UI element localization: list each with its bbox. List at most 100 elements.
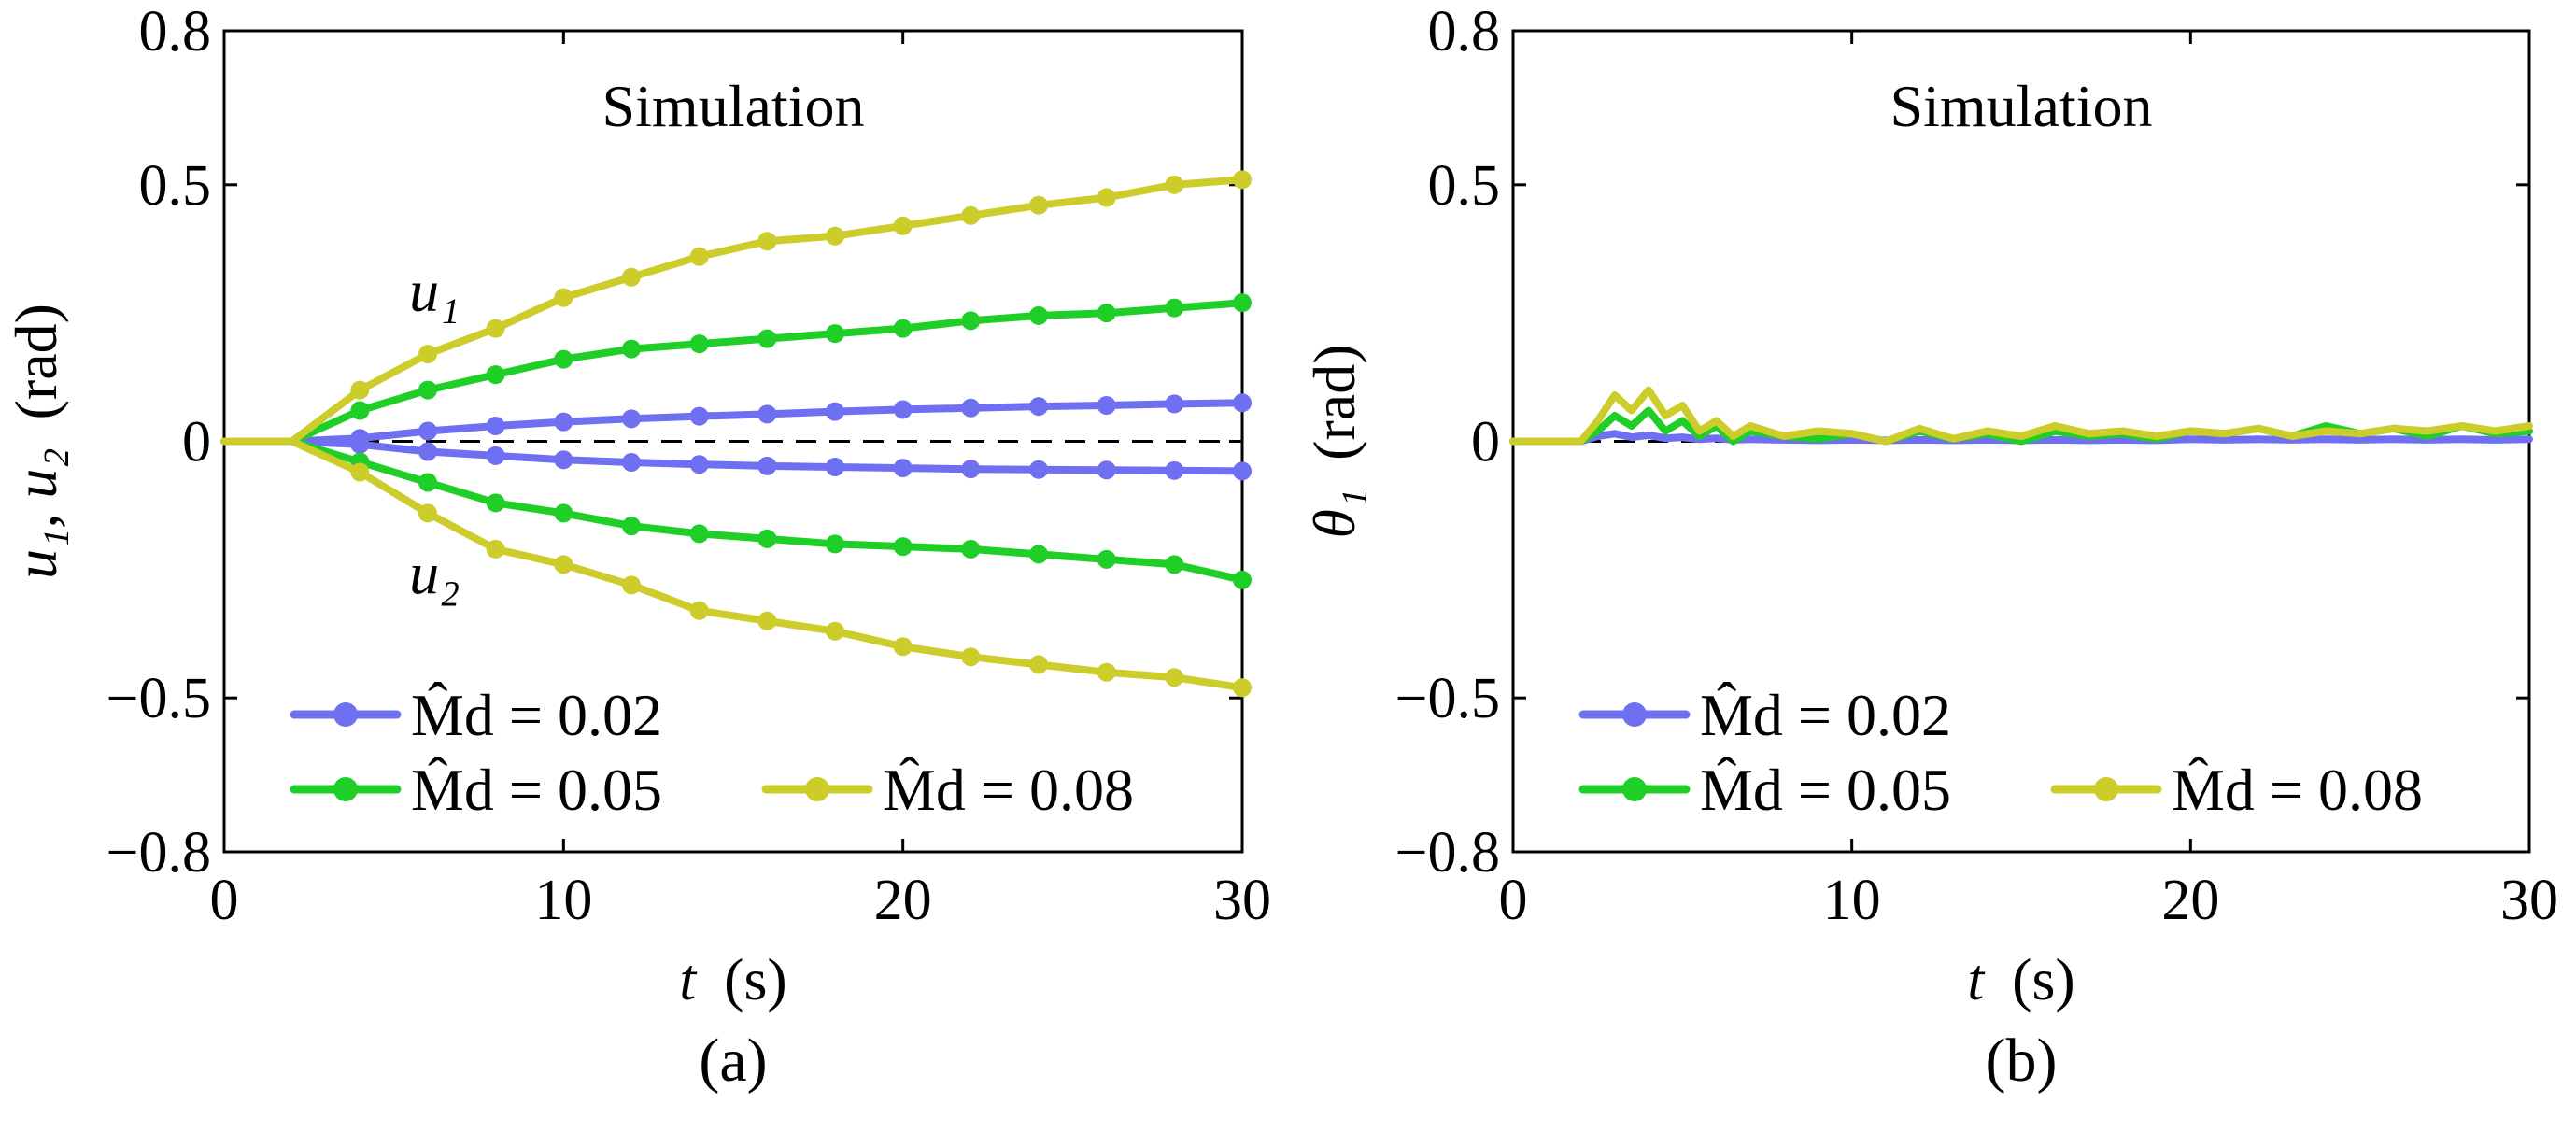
series-marker [418, 421, 437, 441]
chart-title: Simulation [1890, 73, 2153, 139]
series-marker [418, 473, 437, 492]
series-marker [1233, 678, 1252, 698]
series-marker [961, 460, 981, 479]
series-marker [826, 534, 844, 554]
panel-label: (a) [699, 1027, 767, 1095]
series-line [220, 176, 1246, 446]
series-marker [418, 345, 437, 364]
series-marker [893, 637, 913, 657]
series-marker [1029, 460, 1048, 479]
series-marker [350, 401, 370, 420]
series-marker [622, 517, 641, 536]
x-tick-label: 30 [2500, 869, 2558, 932]
legend-swatch-marker [1622, 702, 1647, 727]
series-marker [1165, 555, 1184, 574]
series-marker [350, 380, 370, 400]
series-marker [961, 205, 981, 225]
series-marker [1165, 668, 1184, 687]
legend-label: M̂d = 0.08 [883, 757, 1134, 823]
x-axis-label: t (s) [679, 946, 786, 1013]
series-marker [1029, 195, 1048, 215]
y-axis-symbol: θ₁ [1301, 489, 1367, 539]
series-marker [622, 267, 641, 287]
legend-entry: M̂d = 0.02 [1578, 682, 1951, 748]
series-marker [961, 311, 981, 331]
series-marker [350, 462, 370, 482]
series-marker [893, 537, 913, 557]
series-marker [1029, 545, 1048, 564]
series-marker [893, 319, 913, 338]
series-line [220, 299, 1246, 446]
series-marker [1097, 662, 1116, 682]
series-marker [486, 417, 505, 436]
series-marker [1165, 298, 1184, 318]
series-marker [418, 380, 437, 400]
x-tick-label: 0 [1499, 869, 1528, 932]
y-tick-label: −0.5 [106, 667, 211, 730]
series-marker [418, 503, 437, 523]
x-tick-label: 0 [210, 869, 239, 932]
series-marker [554, 349, 573, 369]
series-marker [1165, 460, 1184, 480]
series-line [220, 437, 1246, 692]
y-tick-label: −0.5 [1395, 667, 1500, 730]
series-marker [1029, 655, 1048, 674]
y-tick-label: 0 [1471, 411, 1500, 474]
legend-label: M̂d = 0.08 [2172, 757, 2423, 823]
series-marker [1233, 170, 1252, 190]
legend-entry: M̂d = 0.08 [761, 757, 1134, 823]
y-axis-unit: (rad) [3, 304, 69, 419]
y-tick-label: 0.8 [139, 0, 212, 64]
y-tick-label: 0.8 [1428, 0, 1501, 64]
series-marker [757, 611, 777, 630]
series-marker [826, 402, 844, 421]
series-line [220, 437, 1246, 475]
legend-swatch-marker [805, 777, 829, 801]
series-marker [757, 329, 777, 348]
series-marker [826, 324, 844, 344]
x-tick-label: 10 [1823, 869, 1881, 932]
series-marker [1233, 461, 1252, 481]
series-marker [893, 400, 913, 419]
series-marker [1029, 305, 1048, 325]
series-marker [622, 575, 641, 595]
series-marker [689, 601, 709, 620]
legend-swatch-marker [333, 702, 358, 727]
series-marker [826, 226, 844, 246]
series-marker [826, 621, 844, 641]
x-axis-symbol: t [1967, 946, 1986, 1013]
y-axis-unit: (rad) [1301, 344, 1367, 460]
series-marker [1097, 396, 1116, 416]
series-marker [757, 404, 777, 424]
x-tick-label: 30 [1213, 869, 1271, 932]
series-marker [893, 216, 913, 235]
x-axis-symbol: t [679, 946, 698, 1013]
legend-swatch-marker [333, 777, 358, 801]
series-marker [826, 457, 844, 476]
series-marker [1233, 293, 1252, 313]
x-tick-label: 20 [874, 869, 932, 932]
y-tick-label: −0.8 [1395, 821, 1500, 885]
series-marker [486, 446, 505, 465]
x-axis-label: t (s) [1967, 946, 2074, 1013]
series-marker [1233, 393, 1252, 413]
y-axis-symbol: u₁, u₂ [3, 447, 69, 579]
series-marker [622, 453, 641, 473]
legend-entry: M̂d = 0.05 [1578, 757, 1951, 823]
series-line [220, 437, 1246, 584]
series-marker [554, 503, 573, 523]
series-marker [350, 434, 370, 454]
legend-entry: M̂d = 0.05 [290, 757, 662, 823]
series-marker [418, 442, 437, 461]
series-marker [1097, 304, 1116, 323]
y-tick-label: −0.8 [106, 821, 211, 885]
series-marker [757, 529, 777, 548]
series-marker [757, 456, 777, 475]
curve-annotation: u₂ [409, 540, 460, 606]
series-marker [689, 334, 709, 354]
series-marker [486, 365, 505, 385]
series-marker [1233, 570, 1252, 589]
y-tick-label: 0.5 [1428, 154, 1501, 218]
series-marker [486, 493, 505, 513]
